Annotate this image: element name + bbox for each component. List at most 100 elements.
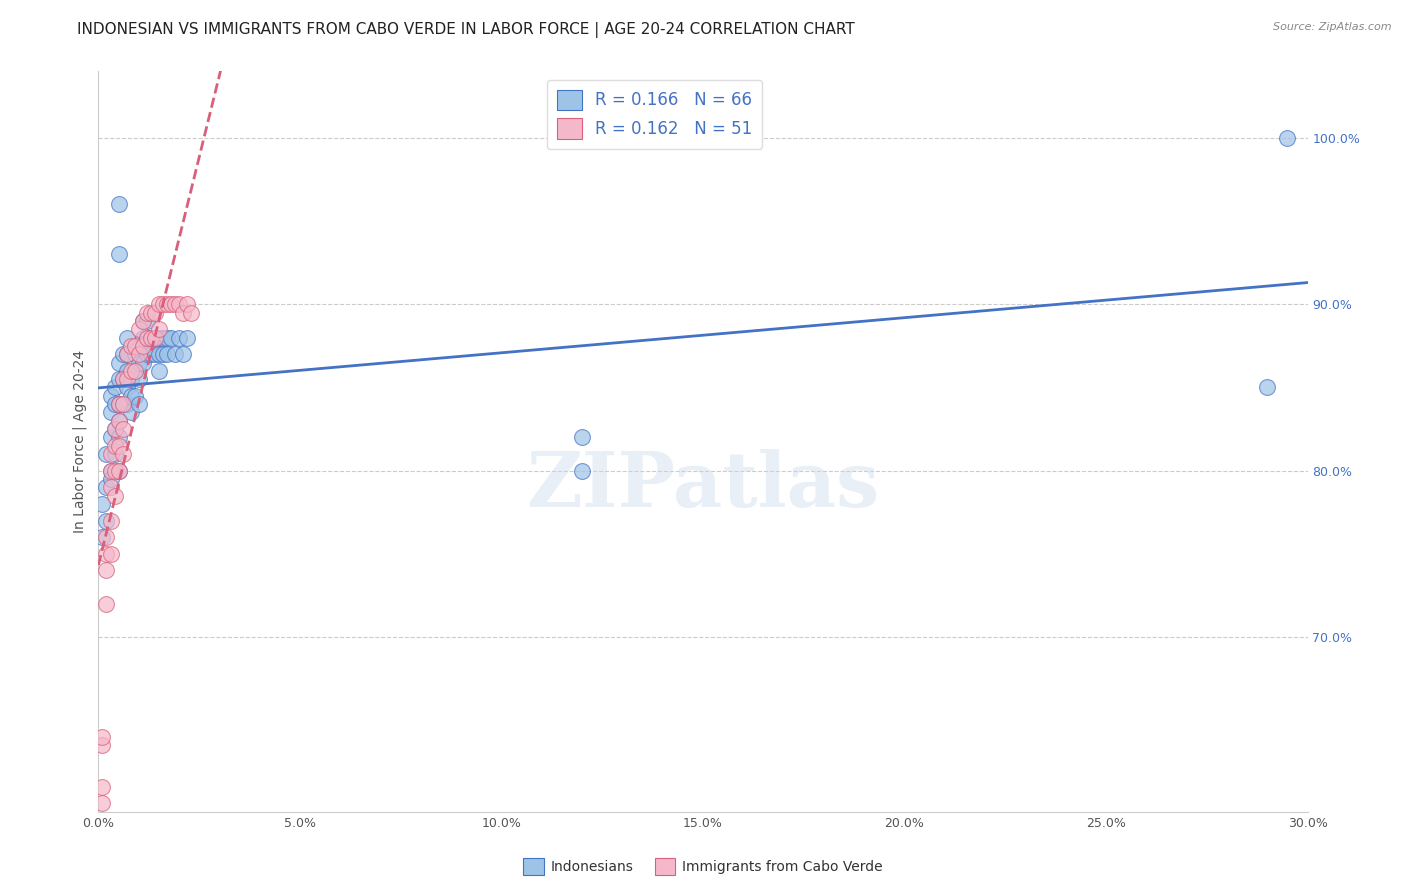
Point (152, 347, 174, 361)
Point (128, 397, 150, 411)
Point (132, 330, 155, 344)
Point (135, 347, 157, 361)
Text: ZIPatlas: ZIPatlas (526, 449, 880, 523)
Point (107, 464, 129, 478)
Legend: Indonesians, Immigrants from Cabo Verde: Indonesians, Immigrants from Cabo Verde (517, 853, 889, 880)
Point (571, 430, 593, 444)
Point (132, 314, 155, 328)
Point (115, 380, 138, 394)
Point (124, 364, 146, 378)
Point (160, 297, 183, 311)
Point (103, 464, 125, 478)
Point (135, 314, 157, 328)
Point (111, 372, 134, 386)
Point (107, 355, 129, 369)
Point (132, 339, 155, 353)
Point (111, 422, 134, 436)
Text: Source: ZipAtlas.com: Source: ZipAtlas.com (1274, 22, 1392, 32)
Point (152, 330, 174, 344)
Point (91, 530, 114, 544)
Point (115, 397, 138, 411)
Point (1277, 131, 1299, 145)
Point (571, 464, 593, 478)
Point (139, 347, 162, 361)
Point (139, 305, 162, 319)
Point (176, 330, 198, 344)
Point (103, 422, 125, 436)
Point (152, 297, 174, 311)
Point (143, 330, 166, 344)
Point (120, 364, 142, 378)
Point (91, 730, 114, 744)
Point (163, 297, 186, 311)
Point (128, 355, 150, 369)
Y-axis label: In Labor Force | Age 20-24: In Labor Force | Age 20-24 (73, 350, 87, 533)
Point (107, 247, 129, 261)
Point (135, 330, 157, 344)
Point (120, 405, 142, 419)
Point (96, 530, 118, 544)
Point (91, 738, 114, 752)
Point (103, 447, 125, 461)
Point (120, 339, 142, 353)
Point (103, 439, 125, 453)
Point (100, 447, 122, 461)
Point (139, 330, 162, 344)
Point (96, 597, 118, 611)
Point (100, 480, 122, 494)
Point (107, 439, 129, 453)
Point (100, 430, 122, 444)
Point (111, 372, 134, 386)
Point (107, 430, 129, 444)
Point (91, 497, 114, 511)
Point (156, 347, 179, 361)
Point (124, 339, 146, 353)
Point (135, 305, 157, 319)
Point (96, 564, 118, 578)
Point (128, 339, 150, 353)
Point (111, 397, 134, 411)
Text: INDONESIAN VS IMMIGRANTS FROM CABO VERDE IN LABOR FORCE | AGE 20-24 CORRELATION : INDONESIAN VS IMMIGRANTS FROM CABO VERDE… (77, 22, 855, 38)
Point (1256, 380, 1278, 394)
Point (103, 489, 125, 503)
Point (96, 447, 118, 461)
Point (124, 347, 146, 361)
Point (111, 447, 134, 461)
Point (172, 347, 194, 361)
Point (143, 330, 166, 344)
Point (100, 464, 122, 478)
Point (107, 397, 129, 411)
Point (91, 780, 114, 794)
Point (91, 797, 114, 811)
Point (156, 297, 179, 311)
Point (143, 347, 166, 361)
Point (128, 322, 150, 336)
Point (160, 330, 183, 344)
Point (167, 297, 190, 311)
Legend: R = 0.166   N = 66, R = 0.162   N = 51: R = 0.166 N = 66, R = 0.162 N = 51 (547, 79, 762, 149)
Point (115, 330, 138, 344)
Point (163, 347, 186, 361)
Point (124, 364, 146, 378)
Point (115, 372, 138, 386)
Point (132, 355, 155, 369)
Point (115, 347, 138, 361)
Point (100, 405, 122, 419)
Point (156, 330, 179, 344)
Point (176, 297, 198, 311)
Point (120, 372, 142, 386)
Point (128, 372, 150, 386)
Point (115, 347, 138, 361)
Point (100, 389, 122, 403)
Point (96, 547, 118, 561)
Point (180, 305, 202, 319)
Point (167, 330, 190, 344)
Point (107, 372, 129, 386)
Point (135, 330, 157, 344)
Point (107, 397, 129, 411)
Point (96, 480, 118, 494)
Point (100, 472, 122, 486)
Point (120, 389, 142, 403)
Point (103, 397, 125, 411)
Point (111, 347, 134, 361)
